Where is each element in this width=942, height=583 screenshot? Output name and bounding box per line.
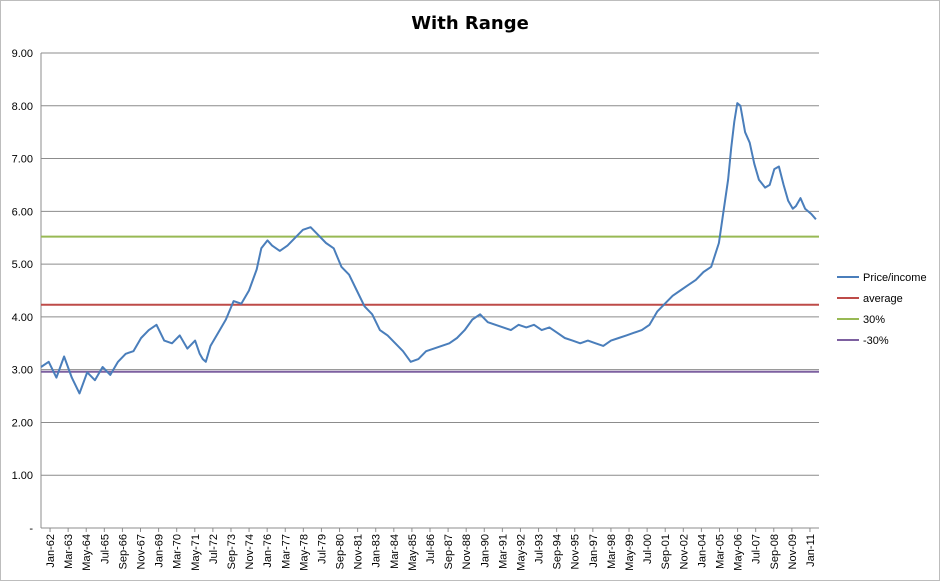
x-tick-label: Jan-83	[371, 534, 383, 568]
x-tick-label: Sep-08	[769, 534, 781, 569]
x-tick-label: Jan-11	[805, 534, 817, 567]
x-tick-label: Nov-67	[136, 534, 148, 569]
x-tick-label: Jan-04	[696, 534, 708, 568]
y-tick-label: 8.00	[12, 101, 33, 113]
x-tick-label: Jul-07	[751, 534, 763, 564]
y-tick-label: 5.00	[12, 259, 33, 271]
x-tick-label: Jan-90	[479, 534, 491, 568]
x-tick-label: May-92	[515, 534, 527, 571]
x-tick-label: May-64	[81, 534, 93, 571]
series-line-price-income	[40, 102, 817, 395]
x-tick-label: Nov-09	[787, 534, 799, 569]
y-tick-label: 2.00	[12, 417, 33, 429]
x-tick-label: Jul-72	[208, 534, 220, 564]
x-tick-label: May-71	[190, 534, 202, 571]
x-tick-label: Mar-70	[172, 534, 184, 569]
x-tick-label: Jul-86	[425, 534, 437, 564]
x-tick-label: Mar-77	[280, 534, 292, 569]
x-tick-label: Nov-88	[461, 534, 473, 569]
legend-label: -30%	[863, 335, 889, 347]
y-tick-label: -	[29, 523, 33, 535]
x-tick-label: Sep-80	[335, 534, 347, 569]
legend-label: average	[863, 293, 903, 305]
x-tick-label: Jul-00	[642, 534, 654, 564]
x-tick-label: Jan-97	[588, 534, 600, 568]
x-tick-label: Mar-05	[714, 534, 726, 569]
x-tick-label: Jan-62	[45, 534, 57, 568]
x-tick-label: May-99	[624, 534, 636, 571]
x-tick-label: Mar-63	[63, 534, 75, 569]
x-tick-label: Mar-91	[497, 534, 509, 569]
x-tick-label: Nov-95	[570, 534, 582, 569]
y-tick-label: 9.00	[12, 48, 33, 60]
y-tick-label: 3.00	[12, 365, 33, 377]
x-tick-label: Jul-93	[534, 534, 546, 564]
y-tick-label: 6.00	[12, 206, 33, 218]
y-tick-label: 1.00	[12, 470, 33, 482]
x-tick-label: Sep-94	[552, 534, 564, 569]
chart-title: With Range	[411, 13, 529, 34]
y-tick-label: 7.00	[12, 154, 33, 166]
x-tick-label: Sep-87	[443, 534, 455, 569]
x-tick-label: Jan-69	[154, 534, 166, 568]
x-tick-label: May-06	[733, 534, 745, 571]
x-tick-label: May-78	[298, 534, 310, 571]
x-tick-label: Nov-81	[353, 534, 365, 569]
x-tick-label: Nov-74	[244, 534, 256, 569]
x-tick-label: Sep-66	[117, 534, 129, 569]
x-tick-label: Nov-02	[678, 534, 690, 569]
x-tick-label: Sep-01	[660, 534, 672, 569]
legend-label: 30%	[863, 314, 885, 326]
x-tick-label: Mar-84	[389, 534, 401, 569]
legend-label: Price/income	[863, 272, 927, 284]
y-tick-label: 4.00	[12, 312, 33, 324]
x-tick-label: Jul-79	[316, 534, 328, 564]
x-tick-label: Sep-73	[226, 534, 238, 569]
x-tick-label: May-85	[407, 534, 419, 571]
x-tick-label: Jul-65	[99, 534, 111, 564]
x-tick-label: Mar-98	[606, 534, 618, 569]
x-tick-label: Jan-76	[262, 534, 274, 568]
